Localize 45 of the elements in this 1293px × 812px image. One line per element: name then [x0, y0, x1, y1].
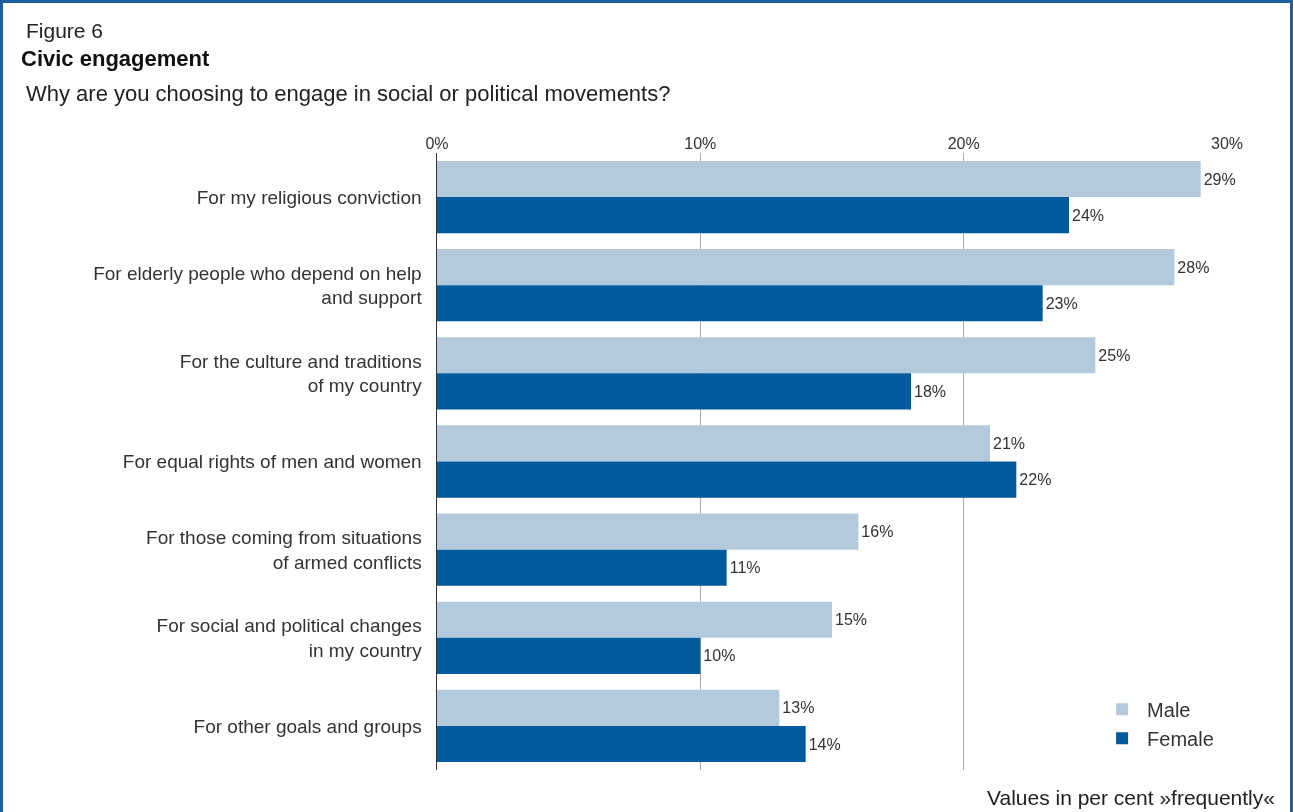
- bar: [437, 197, 1069, 234]
- chart-subtitle: Why are you choosing to engage in social or political movements?: [26, 81, 671, 106]
- data-label: 10%: [703, 647, 736, 665]
- x-tick-label: 10%: [684, 134, 717, 152]
- bar: [437, 160, 1201, 198]
- data-label: 24%: [1072, 206, 1105, 224]
- bar: [437, 689, 780, 726]
- data-label: 28%: [1177, 258, 1210, 276]
- y-tick-label: For my religious conviction: [196, 186, 422, 208]
- data-label: 23%: [1045, 294, 1078, 312]
- x-tick-label: 0%: [425, 134, 449, 152]
- legend-label: Male: [1147, 698, 1191, 721]
- x-tick-label: 30%: [1210, 134, 1244, 152]
- data-label: 11%: [729, 559, 761, 577]
- y-tick-label: For the culture and traditions of my country: [179, 350, 423, 397]
- data-label: 25%: [1098, 346, 1131, 364]
- data-label: 21%: [993, 434, 1026, 452]
- text: Civic engagement: [21, 45, 210, 71]
- legend-label: Female: [1147, 727, 1214, 750]
- text: Values in per cent »frequently«: [987, 786, 1275, 809]
- data-label: 14%: [808, 735, 841, 753]
- bar: [437, 461, 1017, 498]
- x-tick-label: 20%: [947, 134, 980, 152]
- bar: [437, 725, 806, 763]
- bar: [437, 601, 832, 638]
- data-label: 29%: [1203, 170, 1236, 188]
- bar: [437, 513, 859, 550]
- data-label: 15%: [835, 611, 868, 629]
- bar: [437, 549, 727, 586]
- y-tick-label: For those coming from situations of armed conflicts: [146, 526, 422, 573]
- data-label: 13%: [782, 699, 815, 717]
- bar: [437, 337, 1096, 374]
- bar: [437, 285, 1043, 322]
- caption: Figure 6: [26, 19, 104, 42]
- y-tick-label: For equal rights of men and women: [122, 451, 422, 473]
- data-label: 22%: [1019, 471, 1052, 489]
- data-label: 18%: [914, 382, 947, 400]
- y-tick-label: For elderly people who depend on help and support: [93, 262, 423, 309]
- bar: [437, 425, 990, 462]
- bar: [437, 373, 911, 410]
- bar: [437, 637, 701, 674]
- y-tick-label: For other goals and groups: [193, 715, 422, 737]
- bar: [437, 249, 1175, 286]
- data-label: 16%: [861, 523, 894, 541]
- y-tick-label: For social and political changes in my country: [156, 615, 423, 661]
